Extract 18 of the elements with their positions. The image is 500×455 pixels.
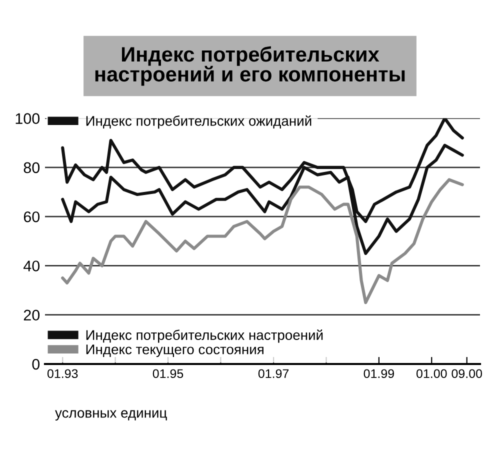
x-tick-label: 01.00 (416, 369, 447, 378)
y-tick-label: 40 (24, 260, 40, 272)
x-tick-label: 01.93 (47, 369, 78, 378)
y-tick-label: 100 (16, 113, 40, 124)
y-tick-label: 80 (24, 162, 40, 174)
line-series (61, 178, 464, 304)
legend-label: Индекс потребительских настроений (86, 330, 323, 343)
chart-title: Индекс потребительских настроений и его компоненты (95, 46, 405, 86)
x-tick-label: 01.95 (152, 369, 184, 378)
legend-label: Индекс потребительских ожиданий (86, 115, 312, 129)
text: условных единиц (55, 410, 167, 421)
y-tick-label: 20 (24, 310, 40, 321)
y-tick-label: 0 (32, 358, 40, 370)
x-tick-label: 09.00 (452, 369, 482, 378)
y-tick-label: 60 (24, 211, 40, 222)
legend-label: Индекс текущего состояния (86, 344, 264, 358)
x-tick-label: 01.97 (258, 369, 289, 378)
x-tick-label: 01.99 (364, 369, 394, 378)
